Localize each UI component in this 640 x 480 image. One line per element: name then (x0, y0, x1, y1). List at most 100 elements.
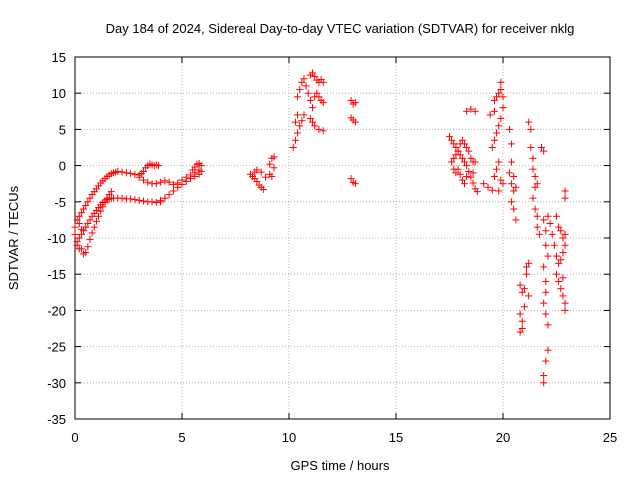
data-point (518, 317, 526, 325)
y-tick-label: 10 (52, 86, 66, 101)
data-point (553, 270, 560, 278)
data-point (88, 229, 96, 237)
data-point (84, 243, 92, 251)
data-point (270, 164, 278, 172)
y-tick-labels: -35 -30 -25 -20 -15 -10 -5 0 5 10 15 (47, 50, 66, 427)
data-point (490, 107, 498, 115)
data-point (542, 310, 550, 318)
data-point (548, 230, 556, 238)
data-point (189, 166, 197, 174)
data-point (535, 230, 543, 238)
data-point (90, 223, 98, 231)
data-point (97, 207, 105, 215)
data-point (270, 153, 278, 161)
data-point (518, 288, 526, 296)
data-point (152, 199, 160, 207)
y-tick-label: 15 (52, 50, 66, 65)
data-point (154, 162, 162, 170)
data-point (351, 99, 359, 107)
data-point (493, 93, 501, 101)
data-point (499, 104, 507, 112)
data-point (450, 154, 458, 162)
data-point (446, 133, 453, 141)
data-point (531, 205, 539, 213)
data-point (542, 277, 550, 285)
data-point (463, 172, 471, 180)
data-point (253, 166, 261, 174)
data-point (148, 198, 156, 206)
data-point (550, 241, 558, 249)
x-tick-label: 20 (496, 430, 510, 445)
data-point (456, 170, 464, 178)
grid-lines (75, 57, 610, 419)
x-tick-label: 5 (178, 430, 185, 445)
data-point (505, 169, 513, 177)
data-point (77, 225, 85, 233)
data-point (347, 96, 355, 104)
x-tick-label: 0 (71, 430, 78, 445)
data-point (92, 217, 100, 225)
data-point (300, 111, 308, 119)
data-point (540, 263, 548, 271)
data-point (561, 187, 569, 195)
data-point (540, 216, 548, 224)
data-point (561, 241, 569, 249)
data-point (544, 212, 552, 220)
data-point (525, 292, 533, 300)
data-point (540, 299, 548, 307)
data-point (508, 158, 516, 166)
data-point (178, 180, 186, 188)
data-point (84, 220, 92, 228)
data-point (555, 259, 563, 267)
data-point (351, 118, 359, 126)
data-point (460, 158, 468, 166)
y-tick-label: -15 (47, 267, 66, 282)
data-point (131, 170, 139, 178)
data-point (152, 180, 160, 188)
data-point (165, 191, 173, 199)
data-point (351, 180, 359, 188)
data-point (490, 172, 498, 180)
data-point (542, 241, 550, 249)
y-tick-label: -25 (47, 340, 66, 355)
data-point (71, 223, 79, 231)
data-point (510, 205, 518, 213)
data-point (533, 212, 541, 220)
data-point (302, 82, 310, 90)
data-point (510, 187, 518, 195)
data-point (516, 328, 524, 336)
y-tick-label: -20 (47, 303, 66, 318)
data-point (139, 167, 147, 175)
data-point (99, 203, 107, 211)
data-point (75, 245, 83, 253)
data-point (493, 129, 501, 137)
data-point (306, 96, 314, 104)
data-point (82, 248, 90, 256)
data-point (561, 299, 569, 307)
data-point (311, 73, 319, 81)
data-point (448, 136, 456, 144)
data-point (127, 170, 135, 178)
data-point (490, 96, 498, 104)
data-point (95, 212, 103, 220)
data-point (561, 194, 569, 202)
data-point (75, 234, 83, 242)
data-point (101, 199, 109, 207)
data-point (527, 125, 535, 133)
data-point (465, 147, 473, 155)
data-point (463, 144, 471, 151)
data-point (557, 227, 565, 235)
data-point (497, 86, 505, 94)
data-point (497, 115, 505, 123)
data-point (533, 180, 541, 188)
data-point (546, 220, 554, 228)
data-point (531, 183, 539, 191)
data-point (82, 223, 90, 231)
data-point (257, 168, 265, 176)
x-tick-label: 10 (282, 430, 296, 445)
data-point (557, 256, 565, 264)
data-point (144, 178, 152, 186)
data-point (484, 183, 492, 191)
data-point (463, 162, 471, 170)
